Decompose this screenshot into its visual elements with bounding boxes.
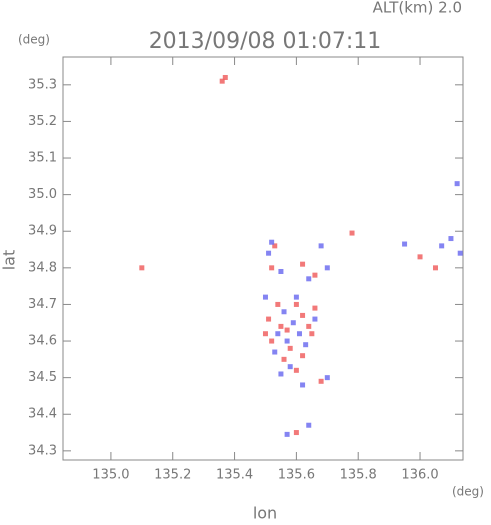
echo-cell [306,323,312,329]
echo-cell [349,230,355,236]
echo-cell [432,265,438,271]
y-tick-label: 35.0 [28,187,57,202]
y-tick-label: 34.6 [28,334,57,349]
y-tick-label: 34.8 [28,260,57,275]
echo-cell [300,312,306,318]
y-tick-label: 35.1 [28,151,57,166]
echo-cell [287,345,293,351]
y-tick-label: 34.9 [28,224,57,239]
echo-cell [278,268,284,274]
x-axis-label: lon [253,504,277,522]
echo-cell [293,294,299,300]
echo-cell [262,294,268,300]
echo-cell [284,431,290,437]
y-unit: (deg) [18,33,50,47]
echo-cell [457,250,463,256]
echo-cell [448,236,454,242]
y-tick-label: 35.2 [28,114,57,129]
echo-cell [278,371,284,377]
echo-cell [269,239,275,245]
echo-cell [290,320,296,326]
y-tick-label: 35.3 [28,77,57,92]
echo-cell [303,342,309,348]
x-tick-label: 135.0 [92,468,129,483]
echo-cell [402,241,408,247]
echo-cell [293,301,299,307]
echo-cell [318,243,324,249]
echo-cell [272,243,278,249]
echo-cell [287,364,293,370]
echo-cell [417,254,423,260]
echo-cell [306,276,312,282]
x-tick-label: 135.2 [154,468,191,483]
echo-cell [293,430,299,436]
y-tick-label: 34.7 [28,297,57,312]
echo-cell [266,250,272,256]
x-tick-label: 135.4 [216,468,253,483]
echo-cell [306,422,312,428]
echo-cell [275,331,281,337]
echo-cell [324,265,330,271]
echo-cell [269,338,275,344]
echo-cell [281,356,287,362]
echo-cell [266,316,272,322]
echo-cell [284,338,290,344]
echo-cell [222,74,228,80]
y-tick-label: 34.5 [28,370,57,385]
x-unit: (deg) [452,485,484,499]
echo-cell [278,323,284,329]
x-tick-label: 136.0 [401,468,438,483]
plot-frame [62,56,464,461]
x-tick-label: 135.6 [278,468,315,483]
echo-cell [275,301,281,307]
echo-cell [318,378,324,384]
echo-cell [293,367,299,373]
echo-cell [309,331,315,337]
echo-cell [281,309,287,315]
echo-cell [312,272,318,278]
echo-cell [300,353,306,359]
echo-cell [296,331,302,337]
y-tick-label: 34.3 [28,443,57,458]
echo-cell [284,327,290,333]
chart-subtitle: ALT(km) 2.0 [373,0,462,17]
echo-cell [312,305,318,311]
echo-cell [300,261,306,267]
y-tick-label: 34.4 [28,407,57,422]
echo-cell [139,265,145,271]
echo-cell [219,78,225,84]
echo-cell [454,181,460,187]
echo-cell [439,243,445,249]
echo-cell [262,331,268,337]
echo-cell [324,375,330,381]
echo-cell [300,382,306,388]
x-tick-label: 135.8 [340,468,377,483]
chart-title: 2013/09/08 01:07:11 [149,29,382,54]
echo-cell [269,265,275,271]
echo-cell [312,316,318,322]
echo-cell [272,349,278,355]
y-axis-label: lat [0,250,19,271]
